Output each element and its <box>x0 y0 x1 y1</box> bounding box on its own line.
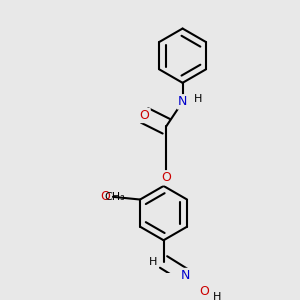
Text: H: H <box>212 292 221 300</box>
Text: H: H <box>194 94 202 104</box>
Text: O: O <box>199 285 209 298</box>
Text: O: O <box>100 190 110 203</box>
Text: CH₃: CH₃ <box>105 192 125 202</box>
Text: O: O <box>140 109 149 122</box>
Text: N: N <box>181 269 190 282</box>
Text: N: N <box>178 95 187 108</box>
Text: O: O <box>161 171 171 184</box>
Text: H: H <box>148 257 157 267</box>
